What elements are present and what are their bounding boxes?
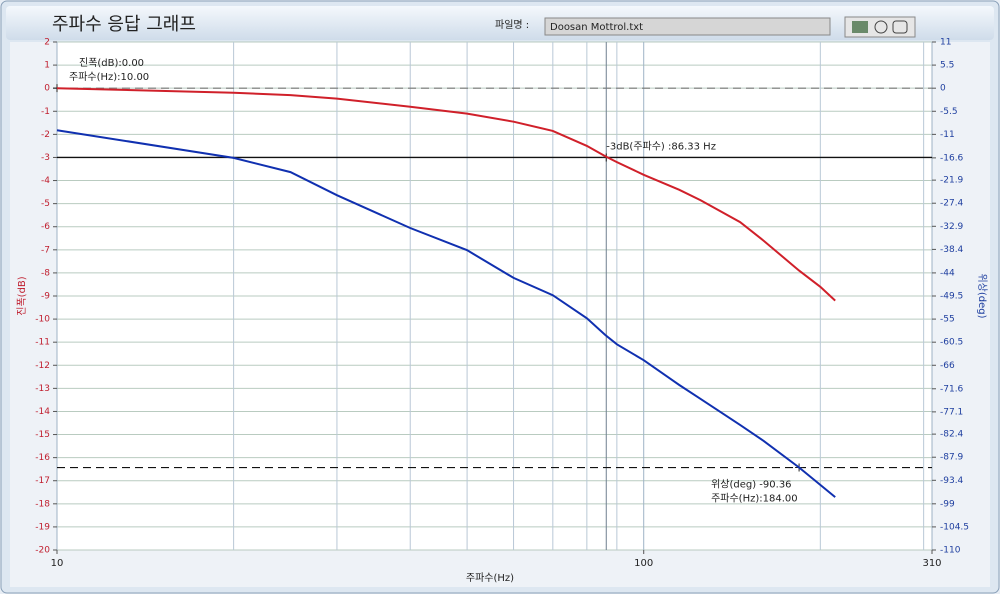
cursor-label: 주파수(Hz):10.00 [69,71,149,83]
y-tick-label: 2 [44,38,50,48]
y-tick-label: -18 [35,499,50,509]
y2-tick-label: -38.4 [940,245,964,255]
x-tick-label: 100 [634,558,653,569]
y-tick-label: -13 [35,384,50,394]
y-tick-label: -20 [35,546,50,556]
y-axis-label: 진폭(dB) [16,276,28,316]
y2-tick-label: -60.5 [940,338,963,348]
tool-zoom[interactable] [874,20,888,34]
y-tick-label: -12 [35,361,50,371]
y2-tick-label: -104.5 [940,522,969,532]
y2-tick-label: -16.6 [940,153,964,163]
y2-tick-label: -55 [940,315,955,325]
y-tick-label: -15 [35,430,50,440]
y2-tick-label: -49.5 [940,292,963,302]
y-tick-label: -16 [35,453,50,463]
y2-tick-label: -93.4 [940,476,964,486]
y2-tick-label: 5.5 [940,61,954,71]
file-name: Doosan Mottrol.txt [550,22,643,33]
cursor-label: -3dB(주파수) :86.33 Hz [606,140,716,152]
x-tick-label: 310 [922,558,941,569]
tool-cursor[interactable] [852,21,868,33]
y-tick-label: 1 [44,61,50,71]
y-tick-label: -14 [35,407,50,417]
y-tick-label: -11 [35,338,50,348]
y2-tick-label: -27.4 [940,199,964,209]
y-tick-label: -6 [41,222,50,232]
y-tick-label: -19 [35,522,50,532]
plot [56,41,933,551]
y2-tick-label: 0 [940,84,946,94]
y-tick-label: -7 [41,245,50,255]
y2-tick-label: -99 [940,499,955,509]
y-tick-label: 0 [44,84,50,94]
cursor-label: 주파수(Hz):184.00 [711,493,798,505]
file-label: 파일명 : [495,19,529,31]
series-line [56,129,836,498]
y2-tick-label: -110 [940,546,961,556]
y2-tick-label: -5.5 [940,107,958,117]
y2-tick-label: -82.4 [940,430,964,440]
y2-tick-label: -77.1 [940,407,963,417]
y-tick-label: -3 [41,153,50,163]
y-tick-label: -1 [41,107,50,117]
cursor-label: 위상(deg) -90.36 [711,478,791,491]
y2-tick-label: -21.9 [940,176,964,186]
y-tick-label: -4 [41,176,50,186]
tool-pan[interactable] [892,20,908,34]
y-tick-label: -8 [41,268,50,278]
y-tick-label: -2 [41,130,50,140]
cursor-label: 진폭(dB):0.00 [79,57,144,69]
y-tick-label: -5 [41,199,50,209]
chart-title: 주파수 응답 그래프 [52,14,196,35]
x-axis-label: 주파수(Hz) [466,572,514,584]
y2-tick-label: -71.6 [940,384,964,394]
y2-tick-label: 11 [940,38,951,48]
y-tick-label: -17 [35,476,50,486]
y2-tick-label: -11 [940,130,955,140]
y2-tick-label: -32.9 [940,222,964,232]
y2-tick-label: -44 [940,268,955,278]
y2-tick-label: -66 [940,361,955,371]
file-box [544,17,831,36]
y-tick-label: -10 [35,315,50,325]
y2-axis-label: 위상(deg) [976,273,989,318]
x-tick-label: 10 [51,558,64,569]
series-line [56,87,836,302]
y-tick-label: -9 [41,292,50,302]
y2-tick-label: -87.9 [940,453,964,463]
